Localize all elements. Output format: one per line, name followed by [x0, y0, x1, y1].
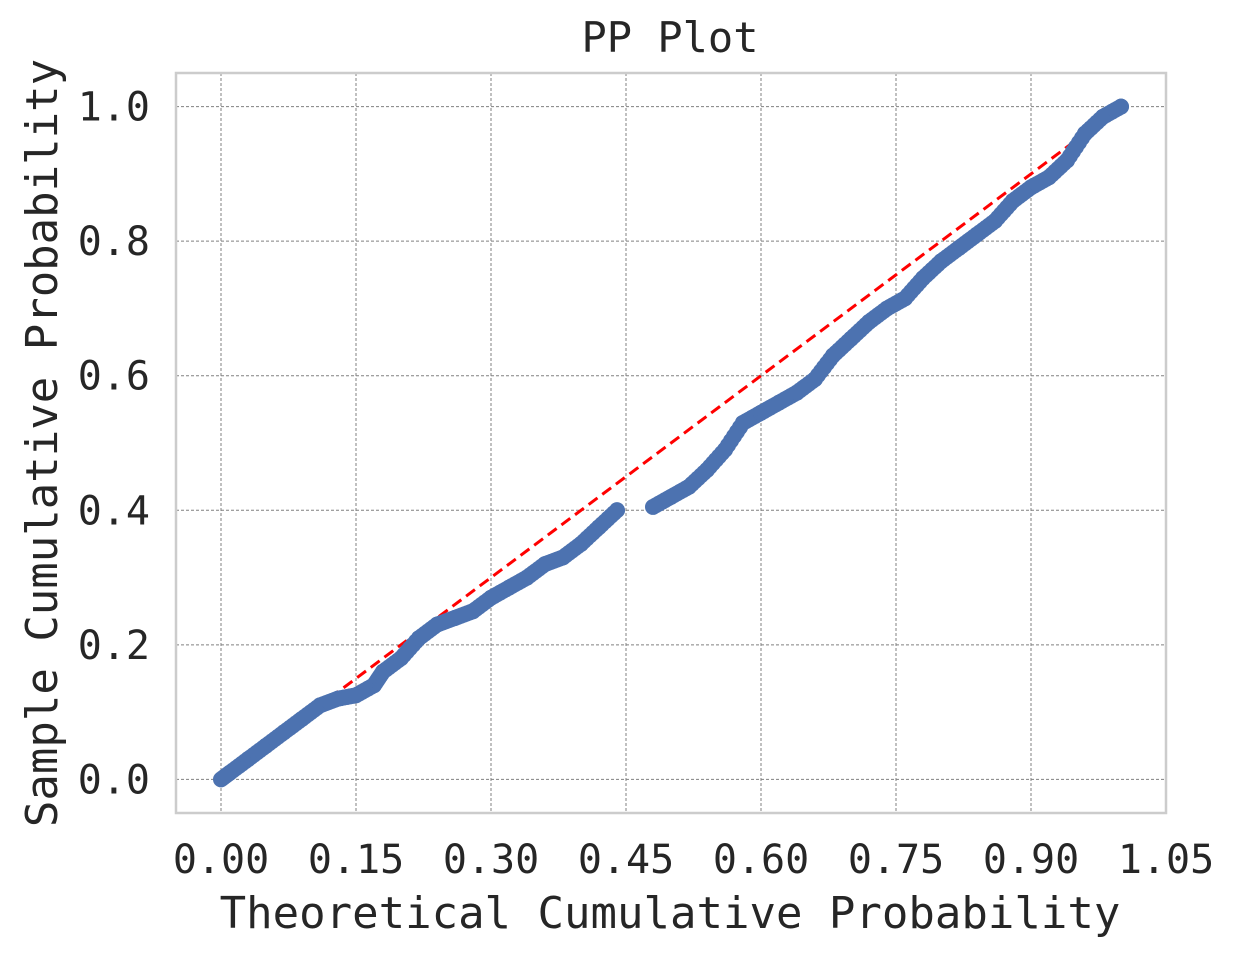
reference-line	[220, 105, 1122, 781]
y-axis-label: Sample Cumulative Probability	[17, 59, 68, 827]
data-point	[609, 502, 625, 519]
y-axis-ticks: 0.0 0.2 0.4 0.6 0.8 1.0	[78, 85, 150, 804]
y-tick-label: 0.8	[78, 219, 150, 265]
x-tick-label: 0.90	[983, 837, 1079, 883]
y-tick-label: 1.0	[78, 85, 150, 131]
plot-frame	[174, 71, 1168, 815]
y-tick-label: 0.4	[78, 488, 150, 534]
x-axis-ticks: 0.00 0.15 0.30 0.45 0.60 0.75 0.90 1.05	[173, 837, 1214, 883]
x-tick-label: 0.45	[578, 837, 674, 883]
y-tick-label: 0.2	[78, 623, 150, 669]
y-tick-label: 0.0	[78, 757, 150, 803]
x-tick-label: 0.75	[848, 837, 944, 883]
x-tick-label: 0.30	[443, 837, 539, 883]
data-points	[213, 98, 1129, 788]
data-point	[1113, 98, 1129, 115]
chart-title: PP Plot	[581, 13, 758, 62]
y-tick-label: 0.6	[78, 354, 150, 400]
x-tick-label: 0.15	[308, 837, 404, 883]
x-tick-label: 1.05	[1118, 837, 1214, 883]
reference-line-layer	[220, 105, 1122, 781]
x-tick-label: 0.00	[173, 837, 269, 883]
x-axis-label: Theoretical Cumulative Probability	[220, 888, 1121, 939]
x-tick-label: 0.60	[713, 837, 809, 883]
